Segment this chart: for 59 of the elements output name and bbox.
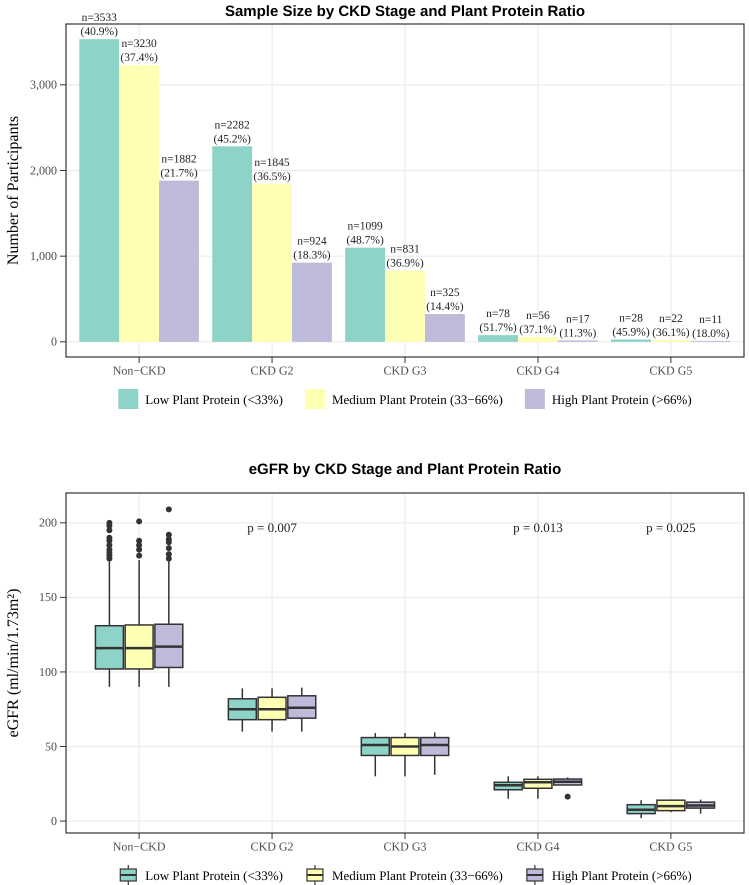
y-tick-label: 0: [51, 334, 57, 349]
y-tick-label: 50: [45, 739, 57, 754]
y-tick-label: 0: [51, 814, 57, 828]
x-tick-label: CKD G4: [516, 840, 560, 854]
data-label: n=924 (18.3%): [293, 236, 331, 262]
bar: [611, 339, 651, 342]
bar: [159, 180, 199, 342]
y-tick-label: 100: [39, 664, 57, 679]
annotation: p = 0.007: [247, 520, 298, 535]
data-label: n=78 (51.7%): [479, 308, 517, 334]
x-tick-label: Non−CKD: [112, 840, 166, 854]
bar: [252, 184, 292, 342]
y-tick-label: 3,000: [30, 78, 57, 92]
legend-label: Low Plant Protein (<33%): [145, 392, 283, 407]
data-label: n=1882 (21.7%): [160, 154, 198, 180]
bar: [79, 39, 120, 342]
legend-label: High Plant Protein (>66%): [552, 868, 692, 883]
data-label: n=28 (45.9%): [612, 312, 650, 338]
chart-title: Sample Size by CKD Stage and Plant Protein Ratio: [224, 3, 586, 20]
data-label: n=17 (11.3%): [559, 313, 596, 340]
data-label: n=325 (14.4%): [426, 286, 464, 313]
legend-label: Medium Plant Protein (33−66%): [332, 868, 503, 883]
data-label: n=56 (37.1%): [519, 310, 557, 336]
y-tick-label: 2,000: [30, 163, 57, 178]
annotation: p = 0.025: [646, 520, 696, 535]
data-label: n=2282 (45.2%): [213, 119, 252, 146]
bar: [292, 262, 332, 342]
y-tick-label: 200: [39, 516, 57, 530]
data-label: n=22 (36.1%): [652, 312, 690, 339]
x-tick-label: CKD G3: [383, 364, 427, 378]
legend-label: High Plant Protein (>66%): [552, 392, 692, 407]
x-tick-label: Non−CKD: [112, 364, 166, 378]
x-tick-label: CKD G4: [516, 364, 560, 378]
bar: [345, 248, 386, 342]
x-tick-label: CKD G5: [649, 840, 692, 854]
x-tick-label: CKD G3: [383, 840, 427, 854]
data-label: n=3533 (40.9%): [80, 12, 118, 38]
chart-title: eGFR by CKD Stage and Plant Protein Ratio: [248, 461, 562, 478]
y-axis-title: Number of Participants: [5, 116, 22, 266]
legend-label: Medium Plant Protein (33−66%): [332, 392, 503, 407]
bar: [212, 146, 252, 342]
data-label: n=831 (36.9%): [386, 244, 424, 270]
bar: [478, 335, 518, 342]
bar: [518, 337, 558, 342]
data-label: n=11 (18.0%): [692, 314, 730, 340]
bar: [119, 65, 160, 342]
y-tick-label: 150: [39, 590, 57, 604]
data-label: n=1099 (48.7%): [346, 220, 384, 247]
data-label: n=1845 (36.5%): [253, 156, 291, 183]
annotation: p = 0.013: [513, 520, 563, 535]
data-label: n=3230 (37.4%): [120, 38, 158, 64]
bar: [424, 314, 465, 342]
y-axis-title: eGFR (ml/min/1.73m²): [5, 588, 22, 738]
legend-label: Low Plant Protein (<33%): [145, 868, 283, 883]
x-tick-label: CKD G2: [250, 840, 294, 854]
x-tick-label: CKD G5: [649, 364, 692, 378]
x-tick-label: CKD G2: [250, 364, 294, 378]
bar: [385, 270, 425, 342]
y-tick-label: 1,000: [30, 249, 57, 264]
